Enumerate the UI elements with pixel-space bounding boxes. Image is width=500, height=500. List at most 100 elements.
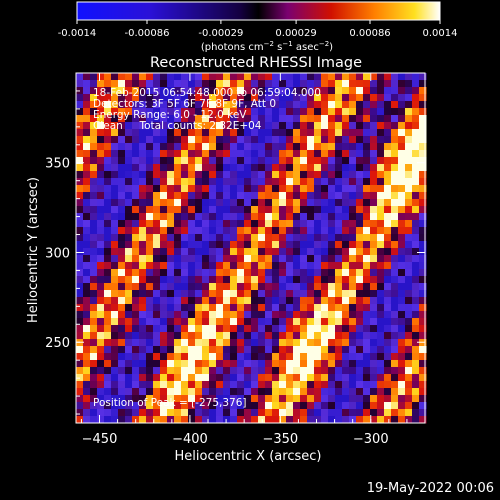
heatmap-cell: [363, 115, 371, 123]
heatmap-cell: [307, 339, 315, 347]
heatmap-cell: [412, 234, 420, 242]
heatmap-cell: [321, 395, 329, 403]
heatmap-cell: [272, 381, 280, 389]
heatmap-cell: [223, 402, 231, 410]
heatmap-cell: [419, 171, 427, 179]
heatmap-cell: [391, 213, 399, 221]
heatmap-cell: [258, 395, 266, 403]
heatmap-cell: [209, 115, 217, 123]
heatmap-cell: [251, 101, 259, 109]
heatmap-cell: [209, 269, 217, 277]
heatmap-cell: [391, 129, 399, 137]
heatmap-cell: [153, 220, 161, 228]
heatmap-cell: [349, 290, 357, 298]
heatmap-cell: [293, 346, 301, 354]
heatmap-cell: [160, 136, 168, 144]
heatmap-cell: [405, 94, 413, 102]
heatmap-cell: [97, 339, 105, 347]
heatmap-cell: [132, 297, 140, 305]
heatmap-cell: [104, 206, 112, 214]
heatmap-cell: [272, 87, 280, 95]
heatmap-cell: [202, 248, 210, 256]
heatmap-cell: [307, 122, 315, 130]
heatmap-cell: [76, 367, 84, 375]
heatmap-cell: [237, 115, 245, 123]
heatmap-cell: [195, 206, 203, 214]
heatmap-cell: [230, 381, 238, 389]
heatmap-cell: [265, 311, 273, 319]
heatmap-cell: [314, 234, 322, 242]
heatmap-cell: [125, 276, 133, 284]
heatmap-cell: [125, 409, 133, 417]
heatmap-cell: [279, 297, 287, 305]
heatmap-cell: [167, 290, 175, 298]
heatmap-cell: [384, 234, 392, 242]
heatmap-cell: [202, 318, 210, 326]
heatmap-cell: [153, 185, 161, 193]
heatmap-cell: [83, 213, 91, 221]
heatmap-cell: [153, 136, 161, 144]
heatmap-cell: [412, 143, 420, 151]
heatmap-cell: [202, 101, 210, 109]
heatmap-cell: [76, 262, 84, 270]
heatmap-cell: [363, 80, 371, 88]
heatmap-cell: [104, 94, 112, 102]
heatmap-cell: [104, 73, 112, 81]
heatmap-cell: [314, 262, 322, 270]
heatmap-cell: [384, 339, 392, 347]
heatmap-cell: [321, 402, 329, 410]
heatmap-cell: [335, 409, 343, 417]
heatmap-cell: [349, 388, 357, 396]
heatmap-cell: [300, 122, 308, 130]
heatmap-cell: [223, 381, 231, 389]
heatmap-cell: [216, 122, 224, 130]
heatmap-cell: [188, 199, 196, 207]
x-tick-label: −350: [262, 432, 298, 447]
heatmap-cell: [195, 241, 203, 249]
heatmap-cell: [391, 73, 399, 81]
heatmap-cell: [349, 192, 357, 200]
heatmap-cell: [279, 150, 287, 158]
heatmap-cell: [139, 416, 147, 424]
heatmap-cell: [90, 164, 98, 172]
heatmap-cell: [216, 129, 224, 137]
heatmap-cell: [167, 94, 175, 102]
heatmap-cell: [223, 206, 231, 214]
heatmap-cell: [188, 367, 196, 375]
heatmap-cell: [202, 227, 210, 235]
heatmap-cell: [104, 227, 112, 235]
heatmap-cell: [174, 255, 182, 263]
heatmap-cell: [83, 381, 91, 389]
heatmap-cell: [300, 325, 308, 333]
heatmap-cell: [202, 192, 210, 200]
heatmap-cell: [370, 150, 378, 158]
heatmap-cell: [398, 283, 406, 291]
heatmap-cell: [356, 171, 364, 179]
heatmap-cell: [160, 220, 168, 228]
heatmap-cell: [251, 164, 259, 172]
heatmap-cell: [398, 164, 406, 172]
heatmap-cell: [104, 178, 112, 186]
heatmap-cell: [125, 339, 133, 347]
heatmap-cell: [265, 367, 273, 375]
heatmap-cell: [412, 80, 420, 88]
heatmap-cell: [76, 241, 84, 249]
heatmap-cell: [363, 157, 371, 165]
heatmap-cell: [160, 108, 168, 116]
heatmap-cell: [237, 241, 245, 249]
heatmap-cell: [223, 213, 231, 221]
heatmap-cell: [412, 122, 420, 130]
heatmap-cell: [160, 360, 168, 368]
heatmap-cell: [342, 164, 350, 172]
heatmap-cell: [398, 318, 406, 326]
heatmap-cell: [328, 136, 336, 144]
heatmap-cell: [258, 318, 266, 326]
heatmap-cell: [125, 325, 133, 333]
heatmap-cell: [272, 192, 280, 200]
heatmap-cell: [314, 346, 322, 354]
heatmap-cell: [405, 136, 413, 144]
heatmap-cell: [265, 171, 273, 179]
heatmap-cell: [132, 199, 140, 207]
heatmap-cell: [307, 297, 315, 305]
heatmap-cell: [293, 227, 301, 235]
